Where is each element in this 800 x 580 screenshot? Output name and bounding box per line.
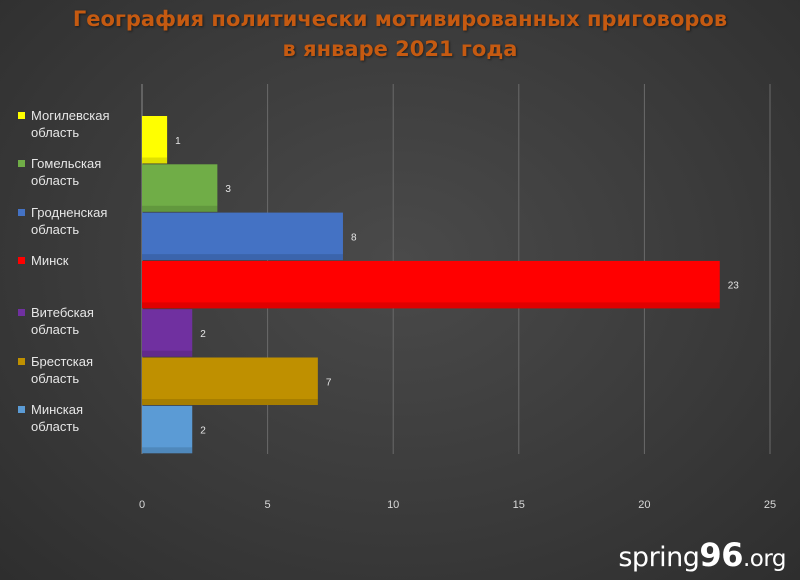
legend-item-6: Минская область — [18, 401, 131, 435]
data-label-2: 8 — [351, 232, 357, 243]
bar-shade-2 — [142, 254, 343, 261]
legend-item-1: Гомельская область — [18, 155, 131, 189]
legend-swatch-5 — [18, 357, 25, 365]
legend-swatch-6 — [18, 405, 25, 413]
x-tick-label-15: 15 — [513, 499, 525, 511]
legend-swatch-2 — [18, 208, 25, 216]
bar-6 — [142, 405, 193, 454]
x-tick-label-10: 10 — [387, 499, 399, 511]
bar-shade-0 — [142, 157, 168, 164]
legend-item-4: Витебская область — [18, 304, 131, 338]
x-tick-label-5: 5 — [265, 499, 271, 511]
logo-text-spring: spring — [618, 542, 700, 573]
data-label-6: 2 — [200, 426, 206, 437]
data-label-1: 3 — [225, 184, 231, 195]
data-label-5: 7 — [326, 377, 332, 388]
legend-label-3: Минск — [31, 252, 69, 268]
legend-label-5: Брестская область — [31, 353, 94, 386]
legend-swatch-4 — [18, 309, 25, 317]
x-tick-label-25: 25 — [764, 499, 776, 511]
legend-label-6: Минская область — [31, 401, 84, 434]
logo-text-org: .org — [742, 546, 787, 572]
bar-3 — [142, 260, 720, 309]
x-tick-label-20: 20 — [638, 499, 650, 511]
legend-item-3: Минск — [18, 252, 131, 269]
spring96-logo: spring96.org — [618, 536, 786, 574]
bar-2 — [142, 212, 343, 261]
legend-item-2: Гродненская область — [18, 204, 131, 238]
bar-5 — [142, 357, 318, 405]
data-label-4: 2 — [200, 329, 206, 340]
chart-title: География политически мотивированных при… — [0, 4, 800, 64]
legend-swatch-0 — [18, 112, 25, 119]
legend-swatch-3 — [18, 256, 25, 264]
logo-text-96: 96 — [699, 536, 743, 574]
bar-shade-5 — [142, 399, 318, 405]
chart-title-line-2: в январе 2021 года — [282, 37, 518, 61]
legend-label-0: Могилевская область — [31, 108, 110, 140]
bar-0 — [142, 116, 168, 164]
chart-title-line-1: География политически мотивированных при… — [72, 7, 728, 31]
bar-shade-1 — [142, 205, 218, 212]
legend-item-0: Могилевская область — [18, 107, 131, 141]
legend-label-4: Витебская область — [31, 305, 94, 338]
legend-label-1: Гомельская область — [31, 156, 102, 189]
x-tick-label-0: 0 — [139, 499, 145, 511]
bar-shade-3 — [142, 302, 720, 309]
bar-4 — [142, 309, 193, 357]
bar-shade-4 — [142, 350, 193, 357]
legend-swatch-1 — [18, 160, 25, 168]
legend-item-5: Брестская область — [18, 353, 131, 387]
data-label-3: 23 — [728, 281, 740, 292]
bar-shade-6 — [142, 447, 193, 454]
legend-label-2: Гродненская область — [31, 204, 108, 237]
data-label-0: 1 — [175, 136, 181, 147]
bar-1 — [142, 164, 218, 212]
